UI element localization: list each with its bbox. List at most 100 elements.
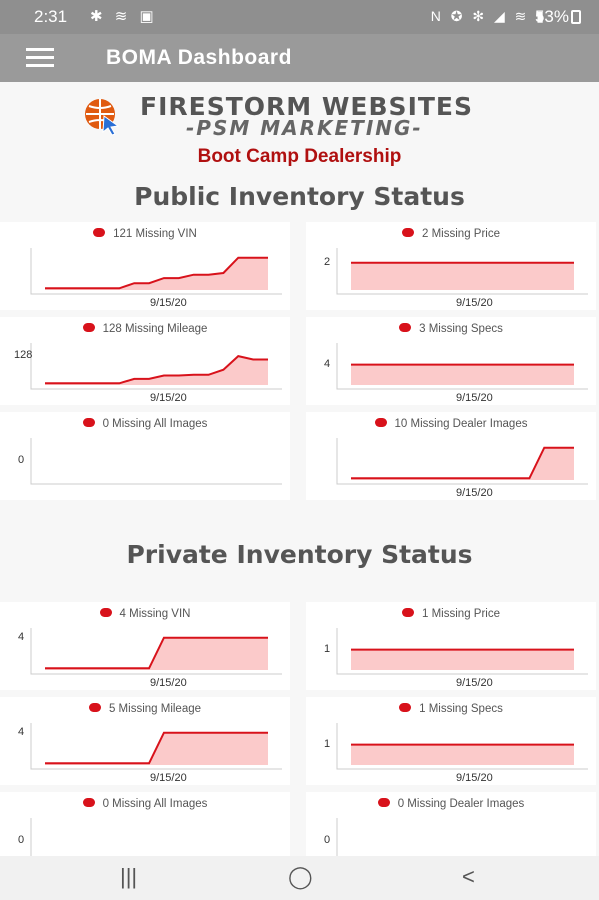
legend-dot-icon <box>399 703 412 712</box>
recents-icon[interactable]: ||| <box>120 864 138 889</box>
app-bar: BOMA Dashboard <box>0 34 599 82</box>
public-section-title: Public Inventory Status <box>134 182 465 211</box>
legend-dot-icon <box>88 703 101 712</box>
legend-label: 2 Missing Price <box>422 228 500 240</box>
legend-dot-icon <box>93 228 106 237</box>
legend-label: 1 Missing Specs <box>419 703 503 715</box>
legend-label: 1 Missing Price <box>422 608 500 620</box>
x-tick-label: 9/15/20 <box>150 677 187 689</box>
chart-legend: 0 Missing All Images <box>0 798 290 810</box>
private-section-title: Private Inventory Status <box>126 540 473 569</box>
status-bar: 2:31 ✱ ≋ ▣ N ✪ ✻ ◢ ≋ ▮ 53% <box>0 0 599 34</box>
chart-svg <box>336 248 588 295</box>
x-tick-label: 9/15/20 <box>150 297 187 309</box>
chart-axis <box>336 248 588 295</box>
chart-svg <box>336 818 338 856</box>
chart-svg <box>30 818 32 856</box>
logo-text-sub: -PSM MARKETING- <box>186 116 423 140</box>
chart-legend: 121 Missing VIN <box>0 228 290 240</box>
chart-axis <box>336 818 338 856</box>
legend-label: 10 Missing Dealer Images <box>394 418 528 430</box>
chart-svg <box>30 438 282 485</box>
chart-axis <box>30 628 282 675</box>
chart-line <box>45 636 268 670</box>
y-tick-label: 1 <box>324 737 331 750</box>
chart-svg <box>30 723 282 770</box>
chart-axis <box>336 723 588 770</box>
chart-card-priv-mileage: 5 Missing Mileage 4 9/15/20 <box>0 697 290 785</box>
globe-cursor-icon <box>85 99 120 136</box>
chart-legend: 1 Missing Specs <box>306 703 596 715</box>
clock: 2:31 <box>34 7 68 26</box>
y-tick-label: 0 <box>324 834 331 847</box>
chart-area <box>351 649 574 670</box>
dealership-name: Boot Camp Dealership <box>197 146 402 167</box>
legend-label: 4 Missing VIN <box>119 608 191 620</box>
chart-line <box>45 256 268 290</box>
chart-legend: 10 Missing Dealer Images <box>306 418 596 430</box>
chart-axis <box>336 628 588 675</box>
back-icon[interactable]: < <box>462 864 475 889</box>
legend-label: 5 Missing Mileage <box>108 703 202 715</box>
chart-area <box>45 257 268 290</box>
chart-axis <box>30 723 282 770</box>
legend-dot-icon <box>377 798 390 807</box>
x-tick-label: 9/15/20 <box>150 772 187 784</box>
chart-axis <box>336 343 588 390</box>
chart-svg <box>336 438 588 485</box>
chart-line <box>45 731 268 765</box>
dashboard-content[interactable]: FIRESTORM WEBSITES -PSM MARKETING- Boot … <box>0 82 599 856</box>
chart-svg <box>336 723 588 770</box>
legend-dot-icon <box>82 323 95 332</box>
chart-card-priv-images: 0 Missing All Images 0 <box>0 792 290 856</box>
chart-area <box>351 447 574 480</box>
chart-card-pub-images: 0 Missing All Images 0 <box>0 412 290 500</box>
chart-card-pub-dealer-images: 10 Missing Dealer Images 9/15/20 <box>306 412 596 500</box>
legend-dot-icon <box>402 228 415 237</box>
app-title: BOMA Dashboard <box>106 46 292 69</box>
battery-icon <box>571 10 581 24</box>
home-icon[interactable]: ◯ <box>288 864 313 889</box>
chart-axis <box>30 818 32 856</box>
legend-dot-icon <box>99 608 112 617</box>
chart-svg <box>336 628 588 675</box>
chart-card-pub-price: 2 Missing Price 2 9/15/20 <box>306 222 596 310</box>
chart-area <box>351 744 574 765</box>
chart-legend: 0 Missing Dealer Images <box>306 798 596 810</box>
chart-card-pub-mileage: 128 Missing Mileage 128 9/15/20 <box>0 317 290 405</box>
chart-area <box>45 356 268 385</box>
chart-svg <box>30 628 282 675</box>
chart-legend: 5 Missing Mileage <box>0 703 290 715</box>
chart-legend: 1 Missing Price <box>306 608 596 620</box>
y-tick-label: 4 <box>18 725 25 738</box>
legend-dot-icon <box>399 323 412 332</box>
legend-label: 121 Missing VIN <box>113 228 197 240</box>
chart-line <box>351 446 574 480</box>
chart-legend: 2 Missing Price <box>306 228 596 240</box>
x-tick-label: 9/15/20 <box>456 487 493 499</box>
y-tick-label: 128 <box>14 349 33 362</box>
chart-axis <box>30 438 282 485</box>
chart-line <box>45 355 268 385</box>
y-tick-label: 4 <box>18 630 25 643</box>
y-tick-label: 0 <box>18 454 25 467</box>
chart-axis <box>30 343 282 390</box>
legend-label: 0 Missing All Images <box>102 798 208 810</box>
chart-card-priv-dealer-images: 0 Missing Dealer Images 0 <box>306 792 596 856</box>
y-tick-label: 1 <box>324 642 331 655</box>
legend-dot-icon <box>82 798 95 807</box>
menu-icon[interactable] <box>26 48 56 68</box>
chart-card-priv-price: 1 Missing Price 1 9/15/20 <box>306 602 596 690</box>
legend-label: 3 Missing Specs <box>419 323 503 335</box>
firestorm-logo: FIRESTORM WEBSITES -PSM MARKETING- <box>82 90 522 140</box>
chart-svg <box>30 343 282 390</box>
legend-dot-icon <box>82 418 95 427</box>
chart-svg <box>30 248 282 295</box>
chart-area <box>351 262 574 290</box>
legend-dot-icon <box>402 608 415 617</box>
x-tick-label: 9/15/20 <box>456 392 493 404</box>
chart-card-priv-vin: 4 Missing VIN 4 9/15/20 <box>0 602 290 690</box>
chart-area <box>351 364 574 385</box>
chart-axis <box>336 438 588 485</box>
chart-legend: 128 Missing Mileage <box>0 323 290 335</box>
